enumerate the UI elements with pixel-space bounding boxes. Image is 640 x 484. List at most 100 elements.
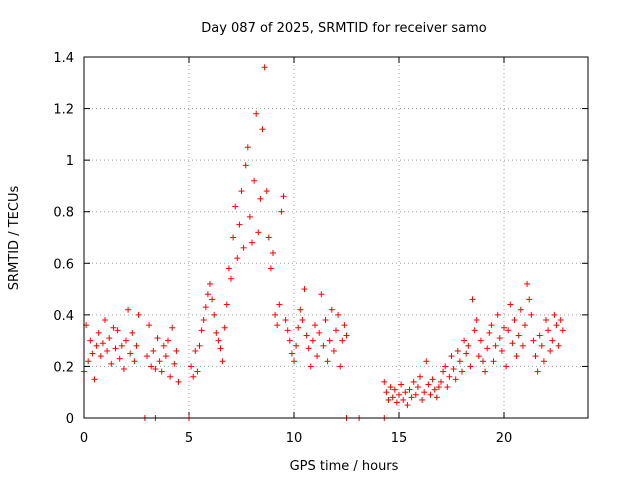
data-point: [543, 317, 549, 324]
data-point: [534, 368, 541, 375]
data-point: [532, 353, 539, 360]
data-point: [125, 306, 132, 313]
x-tick-label: 0: [80, 431, 88, 446]
data-point: [438, 378, 444, 385]
data-point: [249, 239, 255, 246]
data-point: [146, 322, 153, 329]
data-point: [118, 342, 125, 349]
data-point: [242, 162, 249, 169]
data-point: [173, 347, 180, 354]
data-point: [169, 324, 176, 331]
data-point: [232, 203, 239, 210]
data-point: [263, 188, 270, 195]
data-point: [553, 322, 560, 329]
data-point: [123, 337, 129, 344]
data-point: [135, 311, 142, 318]
data-point: [200, 317, 207, 324]
data-point: [473, 317, 480, 324]
data-point: [387, 384, 394, 391]
data-point: [194, 368, 201, 375]
x-axis-label: GPS time / hours: [290, 459, 399, 474]
data-point: [503, 363, 510, 370]
data-point: [211, 311, 218, 318]
data-point: [150, 347, 157, 354]
data-point: [316, 329, 323, 336]
y-tick-label: 0.8: [53, 206, 74, 221]
data-point: [513, 353, 520, 360]
data-point: [246, 213, 253, 220]
data-point: [228, 275, 234, 282]
data-point: [559, 327, 566, 334]
data-point: [230, 234, 237, 241]
data-point: [106, 335, 113, 342]
data-point: [456, 358, 463, 365]
data-point: [540, 358, 547, 365]
data-point: [446, 373, 453, 380]
data-point: [244, 144, 251, 151]
data-point: [385, 396, 392, 403]
data-point: [524, 280, 531, 287]
data-point: [427, 391, 434, 398]
data-point: [297, 306, 304, 313]
data-point: [412, 391, 419, 398]
data-point: [120, 366, 127, 373]
data-point: [475, 353, 482, 360]
data-point: [482, 368, 489, 375]
data-point: [284, 327, 291, 334]
data-point: [492, 342, 499, 349]
data-point: [167, 373, 174, 380]
data-point: [463, 350, 470, 357]
data-point: [433, 394, 440, 401]
data-point: [322, 317, 329, 324]
data-point: [215, 337, 222, 344]
data-point: [276, 301, 283, 308]
data-point: [406, 386, 413, 393]
data-point: [162, 353, 169, 360]
data-point: [267, 265, 274, 272]
data-point: [261, 64, 268, 71]
y-axis-ticks: 0 0.2 0.4 0.6 0.8 1 1.2 1.4: [53, 51, 588, 427]
data-point: [144, 353, 150, 360]
data-point: [234, 255, 241, 262]
data-point: [295, 324, 302, 331]
data-point: [505, 327, 512, 334]
data-point: [282, 317, 289, 324]
data-point: [288, 350, 295, 357]
data-point: [555, 342, 562, 349]
x-tick-label: 5: [185, 431, 193, 446]
data-point: [219, 358, 226, 365]
data-point: [341, 322, 348, 329]
data-point: [328, 306, 335, 313]
data-point: [398, 381, 405, 388]
data-point: [450, 366, 457, 373]
y-tick-label: 0.4: [53, 309, 74, 324]
data-point: [501, 324, 507, 331]
data-point: [471, 327, 478, 334]
data-point: [108, 360, 115, 367]
data-point: [133, 342, 140, 349]
data-point: [278, 208, 285, 215]
data-point: [389, 394, 396, 401]
data-point: [469, 296, 476, 303]
data-point: [99, 340, 106, 347]
data-point: [95, 329, 102, 336]
data-point: [293, 342, 300, 349]
data-point: [383, 389, 390, 396]
y-tick-label: 1.4: [53, 51, 74, 66]
data-point: [343, 332, 350, 339]
data-point: [496, 335, 503, 342]
data-point: [530, 337, 537, 344]
data-point: [196, 342, 203, 349]
data-point: [93, 342, 100, 349]
data-point: [511, 317, 518, 324]
data-point: [238, 188, 245, 195]
data-point: [286, 337, 293, 344]
data-point: [509, 340, 516, 347]
data-point: [127, 350, 134, 357]
y-axis-label: SRMTID / TECUs: [7, 186, 22, 291]
data-point: [305, 345, 312, 352]
data-point: [171, 360, 178, 367]
data-point: [251, 177, 258, 184]
data-point: [217, 345, 224, 352]
